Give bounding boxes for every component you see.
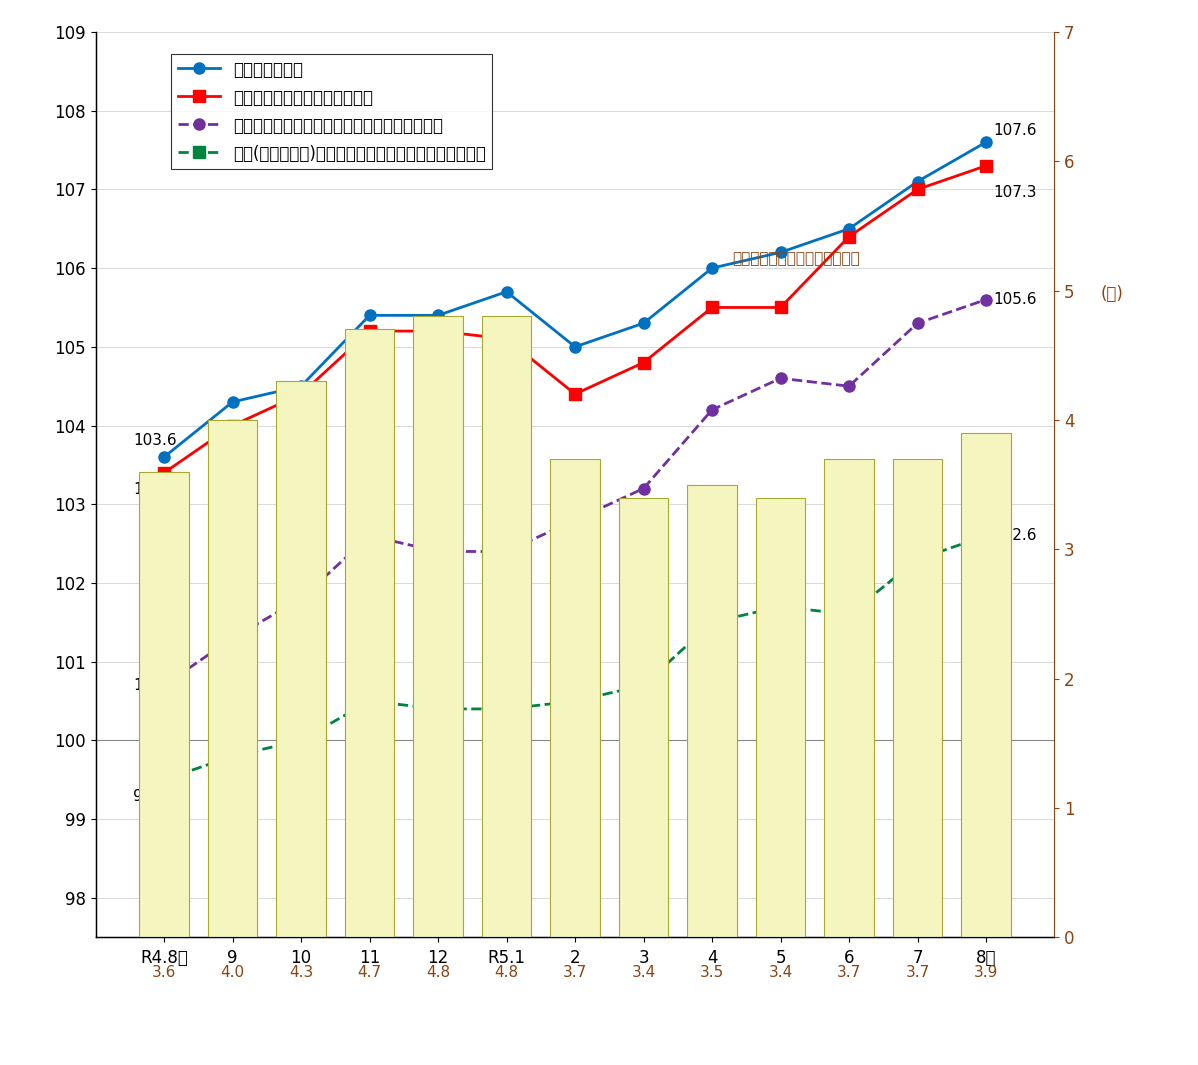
食料(酒類を除く)及びエネルギーを除く総合（左目盛） xyxy=(704,616,719,628)
生鮮食品及びエネルギーを除く総合（左目盛） xyxy=(636,482,651,495)
総合（左目盛） xyxy=(225,395,240,408)
Text: 4.7: 4.7 xyxy=(357,965,382,980)
食料(酒類を除く)及びエネルギーを除く総合（左目盛） xyxy=(500,703,514,716)
Text: 3.4: 3.4 xyxy=(631,965,655,980)
食料(酒類を除く)及びエネルギーを除く総合（左目盛） xyxy=(568,694,582,707)
Bar xyxy=(277,381,326,937)
食料(酒類を除く)及びエネルギーを除く総合（左目盛） xyxy=(842,608,857,621)
Text: 3.4: 3.4 xyxy=(768,965,793,980)
食料(酒類を除く)及びエネルギーを除く総合（左目盛） xyxy=(910,553,925,566)
総合（左目盛） xyxy=(910,175,925,187)
Bar xyxy=(688,485,737,937)
食料(酒類を除く)及びエネルギーを除く総合（左目盛） xyxy=(157,773,171,786)
食料(酒類を除く)及びエネルギーを除く総合（左目盛） xyxy=(979,529,993,542)
生鮮食品を除く総合（左目盛） xyxy=(225,420,240,432)
Text: 103.4: 103.4 xyxy=(133,482,177,497)
Text: 105.6: 105.6 xyxy=(993,292,1036,307)
生鮮食品を除く総合（左目盛） xyxy=(294,388,308,400)
Bar xyxy=(893,459,942,937)
総合（左目盛） xyxy=(979,135,993,148)
生鮮食品を除く総合（左目盛） xyxy=(774,301,788,314)
Bar xyxy=(139,472,189,937)
生鮮食品及びエネルギーを除く総合（左目盛） xyxy=(294,592,308,605)
Text: 103.6: 103.6 xyxy=(133,432,177,447)
Text: 107.6: 107.6 xyxy=(993,124,1036,138)
Text: 3.7: 3.7 xyxy=(563,965,587,980)
Bar xyxy=(345,329,394,937)
食料(酒類を除く)及びエネルギーを除く総合（左目盛） xyxy=(431,703,446,716)
Text: 4.8: 4.8 xyxy=(426,965,450,980)
Text: 102.6: 102.6 xyxy=(993,528,1036,543)
食料(酒類を除く)及びエネルギーを除く総合（左目盛） xyxy=(294,734,308,747)
Text: 4.8: 4.8 xyxy=(495,965,519,980)
生鮮食品を除く総合（左目盛） xyxy=(157,466,171,479)
生鮮食品を除く総合（左目盛） xyxy=(362,325,376,338)
Bar xyxy=(961,432,1011,937)
Text: 4.3: 4.3 xyxy=(289,965,313,980)
Legend: 総合（左目盛）, 生鮮食品を除く総合（左目盛）, 生鮮食品及びエネルギーを除く総合（左目盛）, 食料(酒類を除く)及びエネルギーを除く総合（左目盛）: 総合（左目盛）, 生鮮食品を除く総合（左目盛）, 生鮮食品及びエネルギーを除く総… xyxy=(171,54,492,169)
生鮮食品及びエネルギーを除く総合（左目盛） xyxy=(362,529,376,542)
生鮮食品を除く総合（左目盛） xyxy=(500,332,514,345)
Bar xyxy=(824,459,873,937)
生鮮食品を除く総合（左目盛） xyxy=(910,183,925,196)
総合（左目盛） xyxy=(842,223,857,235)
Bar xyxy=(550,459,600,937)
Text: 3.5: 3.5 xyxy=(700,965,724,980)
Bar xyxy=(756,497,805,937)
Text: 3.9: 3.9 xyxy=(974,965,998,980)
食料(酒類を除く)及びエネルギーを除く総合（左目盛） xyxy=(774,601,788,613)
生鮮食品及びエネルギーを除く総合（左目盛） xyxy=(500,545,514,558)
生鮮食品及びエネルギーを除く総合（左目盛） xyxy=(979,293,993,306)
生鮮食品及びエネルギーを除く総合（左目盛） xyxy=(568,513,582,526)
Line: 総合（左目盛）: 総合（左目盛） xyxy=(158,136,992,462)
総合（左目盛） xyxy=(636,316,651,329)
Text: 3.6: 3.6 xyxy=(152,965,176,980)
生鮮食品及びエネルギーを除く総合（左目盛） xyxy=(910,316,925,329)
総合（左目盛） xyxy=(294,380,308,393)
Text: 3.7: 3.7 xyxy=(906,965,930,980)
総合（左目盛） xyxy=(362,309,376,322)
Text: 100.7: 100.7 xyxy=(133,677,176,693)
Bar xyxy=(413,316,462,937)
生鮮食品を除く総合（左目盛） xyxy=(636,356,651,368)
生鮮食品を除く総合（左目盛） xyxy=(979,160,993,173)
総合（左目盛） xyxy=(704,262,719,275)
生鮮食品及びエネルギーを除く総合（左目盛） xyxy=(774,372,788,384)
総合（左目盛） xyxy=(157,450,171,463)
Bar xyxy=(482,316,531,937)
生鮮食品及びエネルギーを除く総合（左目盛） xyxy=(431,545,446,558)
Line: 食料(酒類を除く)及びエネルギーを除く総合（左目盛）: 食料(酒類を除く)及びエネルギーを除く総合（左目盛） xyxy=(158,530,992,785)
Text: 99.5: 99.5 xyxy=(133,789,168,804)
Text: 4.0: 4.0 xyxy=(220,965,244,980)
Text: 3.7: 3.7 xyxy=(837,965,861,980)
総合（左目盛） xyxy=(774,246,788,259)
生鮮食品及びエネルギーを除く総合（左目盛） xyxy=(704,404,719,416)
生鮮食品及びエネルギーを除く総合（左目盛） xyxy=(157,678,171,691)
総合（左目盛） xyxy=(500,285,514,298)
Line: 生鮮食品及びエネルギーを除く総合（左目盛）: 生鮮食品及びエネルギーを除く総合（左目盛） xyxy=(158,294,992,691)
Line: 生鮮食品を除く総合（左目盛）: 生鮮食品を除く総合（左目盛） xyxy=(158,160,992,478)
生鮮食品を除く総合（左目盛） xyxy=(704,301,719,314)
生鮮食品及びエネルギーを除く総合（左目盛） xyxy=(842,380,857,393)
食料(酒類を除く)及びエネルギーを除く総合（左目盛） xyxy=(362,694,376,707)
総合（左目盛） xyxy=(568,341,582,354)
食料(酒類を除く)及びエネルギーを除く総合（左目盛） xyxy=(225,750,240,763)
Bar xyxy=(208,420,258,937)
食料(酒類を除く)及びエネルギーを除く総合（左目盛） xyxy=(636,678,651,691)
総合（左目盛） xyxy=(431,309,446,322)
Text: 107.3: 107.3 xyxy=(993,185,1036,200)
生鮮食品を除く総合（左目盛） xyxy=(431,325,446,338)
Bar xyxy=(619,497,668,937)
生鮮食品及びエネルギーを除く総合（左目盛） xyxy=(225,632,240,644)
生鮮食品を除く総合（左目盛） xyxy=(842,230,857,243)
Y-axis label: (％): (％) xyxy=(1100,285,1124,304)
Text: 総合前年同月比（右目盛　％）: 総合前年同月比（右目盛 ％） xyxy=(733,250,860,266)
生鮮食品を除く総合（左目盛） xyxy=(568,388,582,400)
